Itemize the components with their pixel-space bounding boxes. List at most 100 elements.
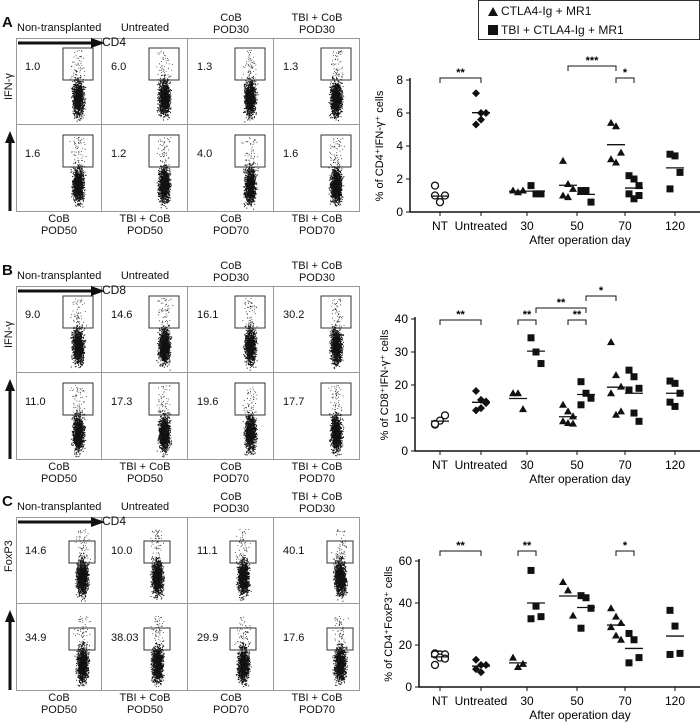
- x-tick-label: NT: [432, 219, 449, 233]
- data-point-triangle: [569, 611, 577, 619]
- data-point-diamond: [472, 665, 480, 674]
- gate-box: [62, 134, 94, 168]
- dot-plot: [320, 134, 352, 207]
- significance-bracket: [535, 307, 587, 313]
- data-point-triangle: [612, 158, 620, 166]
- data-point-triangle: [612, 631, 620, 639]
- cell-events: [75, 529, 91, 602]
- dot-plot: [148, 382, 180, 458]
- dot-plot: [143, 616, 171, 688]
- dot-plot: [234, 134, 266, 210]
- data-point-circle: [430, 419, 440, 429]
- x-marker-label: CD4: [102, 35, 127, 49]
- dot-plot: [62, 295, 94, 369]
- x-axis-title: After operation day: [529, 472, 630, 486]
- gate-percentage: 19.6: [197, 396, 219, 408]
- dot-plot: [326, 529, 354, 602]
- significance-bracket: [439, 550, 482, 556]
- gate-box: [148, 382, 180, 416]
- data-point-triangle: [607, 118, 615, 126]
- legend-item-ctla4: CTLA4-Ig + MR1: [501, 4, 592, 18]
- gate-percentage: 16.1: [197, 309, 219, 321]
- x-axis-arrow-icon: [18, 517, 105, 527]
- data-point-square: [666, 150, 674, 158]
- data-point-square: [671, 379, 679, 387]
- data-point-square: [577, 401, 585, 409]
- axes: [418, 559, 700, 688]
- flow-plot-cell: 11.1: [188, 517, 274, 604]
- legend-markers: [488, 7, 498, 35]
- flow-plot-cell: 17.3: [102, 373, 188, 460]
- gate-box: [62, 47, 94, 81]
- x-tick-label: 70: [618, 694, 632, 708]
- gate-box: [320, 47, 352, 81]
- dot-plot: [320, 47, 352, 121]
- column-label-bottom: CoB POD50: [40, 461, 78, 485]
- cell-events: [241, 137, 259, 210]
- column-label-top: TBI + CoB POD30: [291, 491, 343, 515]
- gate-percentage: 1.2: [111, 148, 127, 160]
- data-point-square: [582, 187, 590, 195]
- cell-events: [70, 50, 87, 122]
- data-point-triangle: [569, 184, 577, 192]
- data-point-diamond: [472, 386, 480, 395]
- column-label-top: CoB POD30: [212, 260, 250, 284]
- significance-bracket: [615, 550, 635, 556]
- dot-plot: [143, 529, 171, 600]
- flow-plot-cell: 17.7: [274, 373, 360, 460]
- data-point-square: [625, 366, 633, 374]
- gate-box: [148, 47, 180, 81]
- gate-box: [326, 627, 354, 651]
- gate-box: [62, 295, 94, 329]
- data-point-triangle: [607, 623, 615, 631]
- data-point-square: [582, 594, 590, 602]
- data-point-triangle: [612, 371, 620, 379]
- panel-letter: A: [2, 14, 13, 31]
- data-point-circle: [440, 191, 450, 200]
- column-label-top: Untreated: [120, 270, 170, 282]
- data-point-triangle: [617, 407, 625, 415]
- data-point-circle: [430, 660, 440, 670]
- data-point-circle: [440, 411, 450, 420]
- x-tick-label: 120: [665, 694, 685, 708]
- y-tick-label: 8: [396, 73, 403, 87]
- y-axis-title: % of CD4⁺FoxP3⁺ cells: [383, 566, 395, 682]
- data-point-square: [671, 402, 679, 410]
- data-point-square: [577, 592, 585, 600]
- gate-percentage: 14.6: [111, 309, 133, 321]
- data-point-triangle: [607, 604, 615, 612]
- y-tick-label: 20: [395, 378, 409, 392]
- data-point-diamond: [477, 660, 485, 669]
- cell-events: [242, 386, 258, 456]
- data-point-square: [666, 185, 674, 193]
- cell-events: [156, 385, 173, 458]
- significance-bracket: [615, 77, 635, 83]
- significance-label: **: [557, 297, 566, 309]
- data-point-triangle: [569, 419, 577, 427]
- data-point-square: [666, 606, 674, 614]
- data-point-square: [671, 622, 679, 630]
- data-point-diamond: [477, 115, 485, 124]
- dot-plot: [229, 616, 257, 687]
- x-tick-label: 50: [570, 458, 584, 472]
- column-label-top: Non-transplanted: [17, 22, 102, 34]
- data-point-triangle: [607, 155, 615, 163]
- dot-plot: [62, 134, 94, 208]
- triangle-icon: [488, 7, 498, 16]
- gate-percentage: 40.1: [283, 545, 305, 557]
- significance-label: *: [623, 67, 628, 79]
- significance-label: **: [456, 309, 465, 321]
- gate-percentage: 1.3: [283, 61, 299, 73]
- data-point-circle: [430, 181, 440, 190]
- cell-events: [69, 385, 87, 458]
- column-label-top: CoB POD30: [212, 491, 250, 515]
- data-point-square: [625, 190, 633, 198]
- x-marker-label: CD8: [102, 283, 127, 297]
- significance-label: **: [523, 309, 532, 321]
- gate-percentage: 38.03: [111, 632, 139, 644]
- flow-plot-cell: 4.0: [188, 125, 274, 212]
- data-point-diamond: [477, 404, 485, 413]
- legend-item-tbi: TBI + CTLA4-Ig + MR1: [501, 23, 624, 37]
